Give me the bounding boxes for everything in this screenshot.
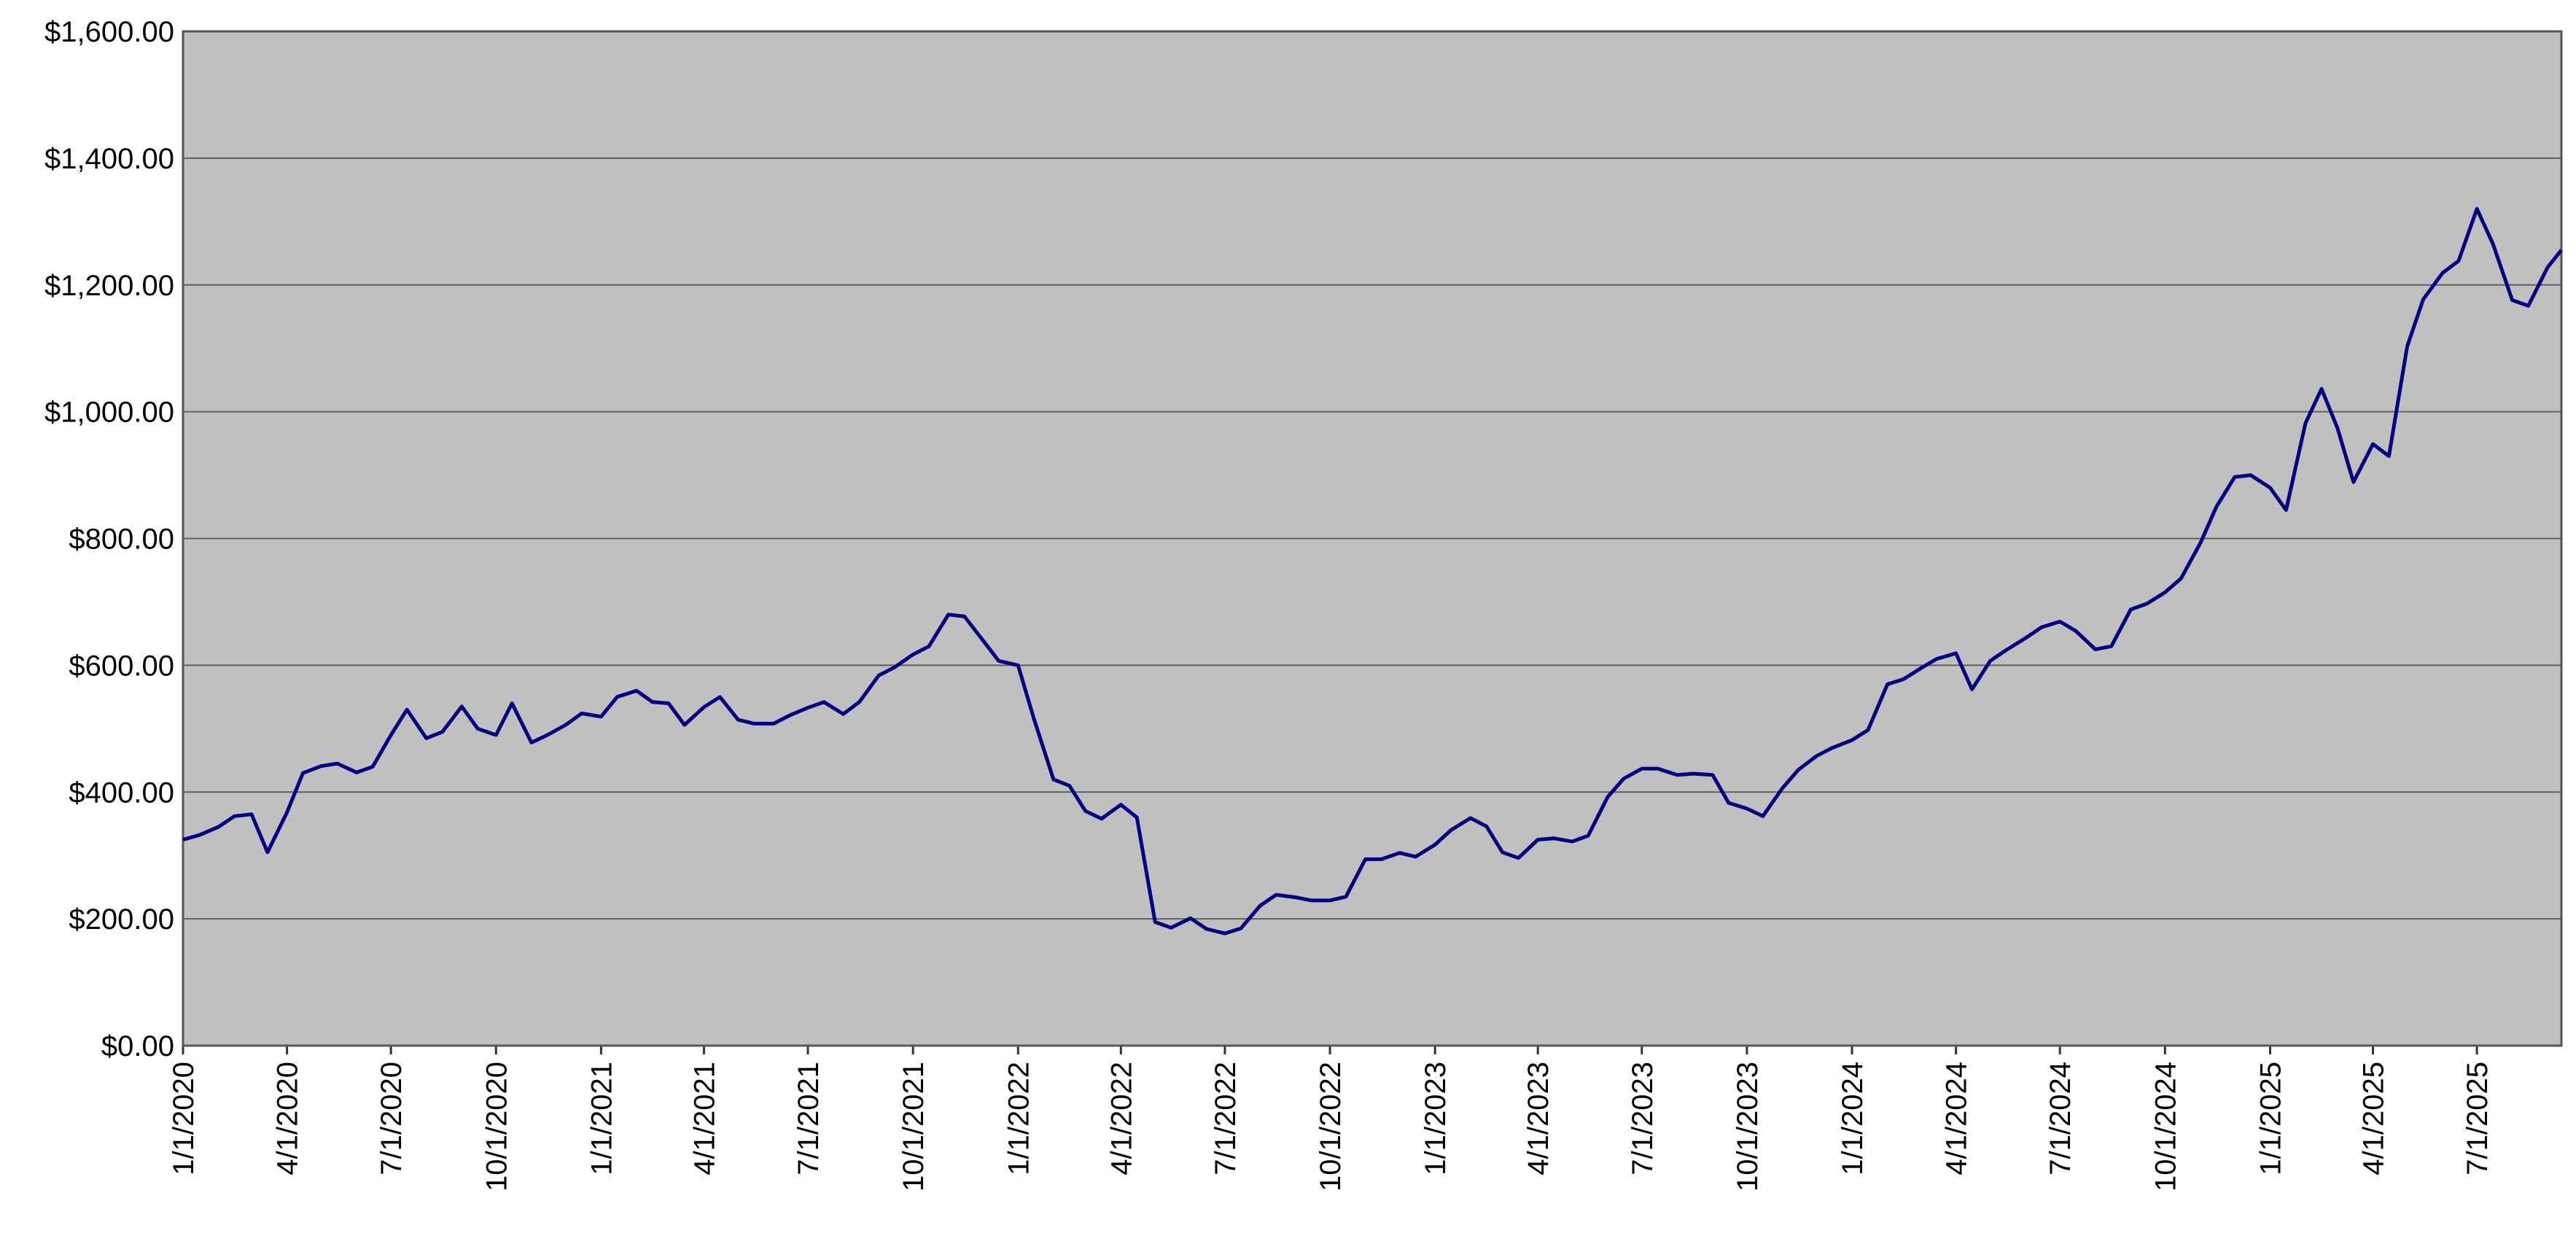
x-tick-label: 1/1/2023	[1420, 1062, 1452, 1175]
y-tick-label: $0.00	[101, 1030, 174, 1062]
x-tick-label: 7/1/2021	[793, 1062, 825, 1175]
x-tick-label: 4/1/2025	[2357, 1062, 2389, 1175]
x-tick-label: 10/1/2023	[1732, 1062, 1764, 1191]
y-tick-label: $600.00	[69, 650, 174, 682]
y-tick-label: $1,400.00	[44, 143, 174, 175]
y-tick-label: $800.00	[69, 524, 174, 556]
x-tick-label: 7/1/2020	[375, 1062, 408, 1175]
x-tick-label: 4/1/2023	[1522, 1062, 1554, 1175]
x-tick-label: 4/1/2020	[272, 1062, 304, 1175]
x-tick-label: 7/1/2025	[2462, 1062, 2494, 1175]
x-tick-label: 7/1/2022	[1210, 1062, 1242, 1175]
x-tick-label: 1/1/2024	[1837, 1062, 1869, 1175]
x-tick-label: 10/1/2022	[1315, 1062, 1347, 1191]
x-tick-label: 1/1/2022	[1003, 1062, 1035, 1175]
plot-border	[182, 30, 2563, 1047]
x-tick-label: 10/1/2020	[480, 1062, 513, 1191]
x-tick-label: 4/1/2022	[1105, 1062, 1137, 1175]
y-tick-label: $1,000.00	[44, 397, 174, 429]
x-tick-label: 1/1/2021	[585, 1062, 618, 1175]
x-tick-label: 4/1/2024	[1941, 1062, 1973, 1175]
x-tick-label: 1/1/2025	[2254, 1062, 2287, 1175]
x-tick-label: 7/1/2023	[1627, 1062, 1659, 1175]
y-tick-label: $1,600.00	[44, 16, 174, 48]
x-tick-label: 1/1/2020	[168, 1062, 200, 1175]
y-tick-label: $400.00	[69, 777, 174, 809]
y-tick-label: $200.00	[69, 903, 174, 936]
x-tick-label: 7/1/2024	[2044, 1062, 2077, 1175]
price-line	[182, 206, 2563, 936]
x-tick-label: 10/1/2024	[2149, 1062, 2182, 1191]
y-tick-label: $1,200.00	[44, 270, 174, 302]
x-tick-label: 10/1/2021	[898, 1062, 930, 1191]
x-tick-label: 4/1/2021	[688, 1062, 720, 1175]
